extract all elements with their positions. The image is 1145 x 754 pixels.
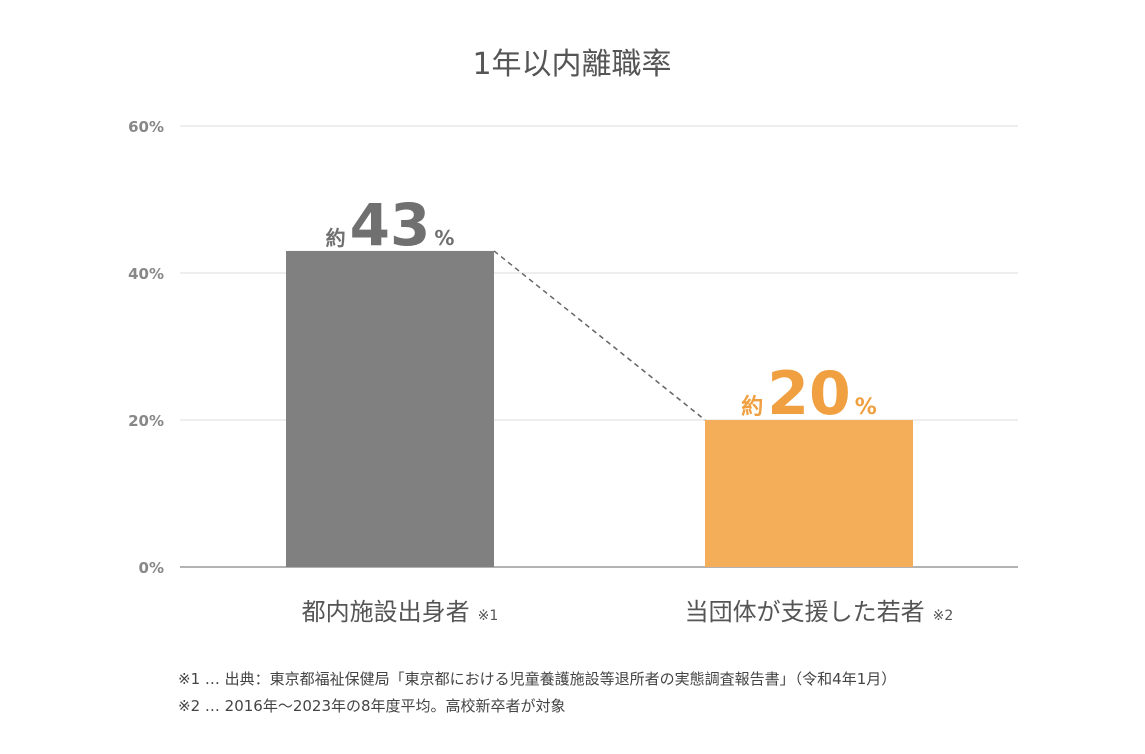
category-note: ※1 <box>478 608 499 624</box>
value-label-2: 約20% <box>741 359 877 429</box>
category-name: 当団体が支援した若者 <box>685 598 925 626</box>
value-prefix: 約 <box>741 394 763 420</box>
y-tick-label: 20% <box>128 412 164 430</box>
category-labels: 都内施設出身者 ※1 当団体が支援した若者 ※2 <box>302 598 954 626</box>
footnote-1: ※1 … 出典：東京都福祉保健局「東京都における児童養護施設等退所者の実態調査報… <box>178 670 897 688</box>
footnote-2: ※2 … 2016年～2023年の8年度平均。高校新卒者が対象 <box>178 697 566 715</box>
category-label-2: 当団体が支援した若者 ※2 <box>685 598 954 626</box>
value-number: 20 <box>767 359 851 429</box>
y-tick-label: 60% <box>128 118 164 136</box>
y-axis-ticks: 0% 20% 40% 60% <box>128 118 164 577</box>
value-labels: 約43 %約20% <box>326 191 877 429</box>
value-unit: % <box>434 226 454 250</box>
value-number: 43 <box>350 191 431 259</box>
bars <box>286 250 913 567</box>
bar-1 <box>286 250 494 567</box>
y-tick-label: 40% <box>128 265 164 283</box>
category-name: 都内施設出身者 <box>302 598 470 626</box>
chart-title: 1年以内離職率 <box>472 47 671 82</box>
connector-line <box>493 250 706 421</box>
value-unit: % <box>855 395 877 420</box>
category-note: ※2 <box>933 608 954 624</box>
y-tick-label: 0% <box>139 559 164 577</box>
value-prefix: 約 <box>326 226 346 250</box>
category-label-1: 都内施設出身者 ※1 <box>302 598 499 626</box>
bar-2 <box>705 420 913 567</box>
value-label-1: 約43% <box>326 191 455 259</box>
connector-dashed-line <box>493 250 706 421</box>
